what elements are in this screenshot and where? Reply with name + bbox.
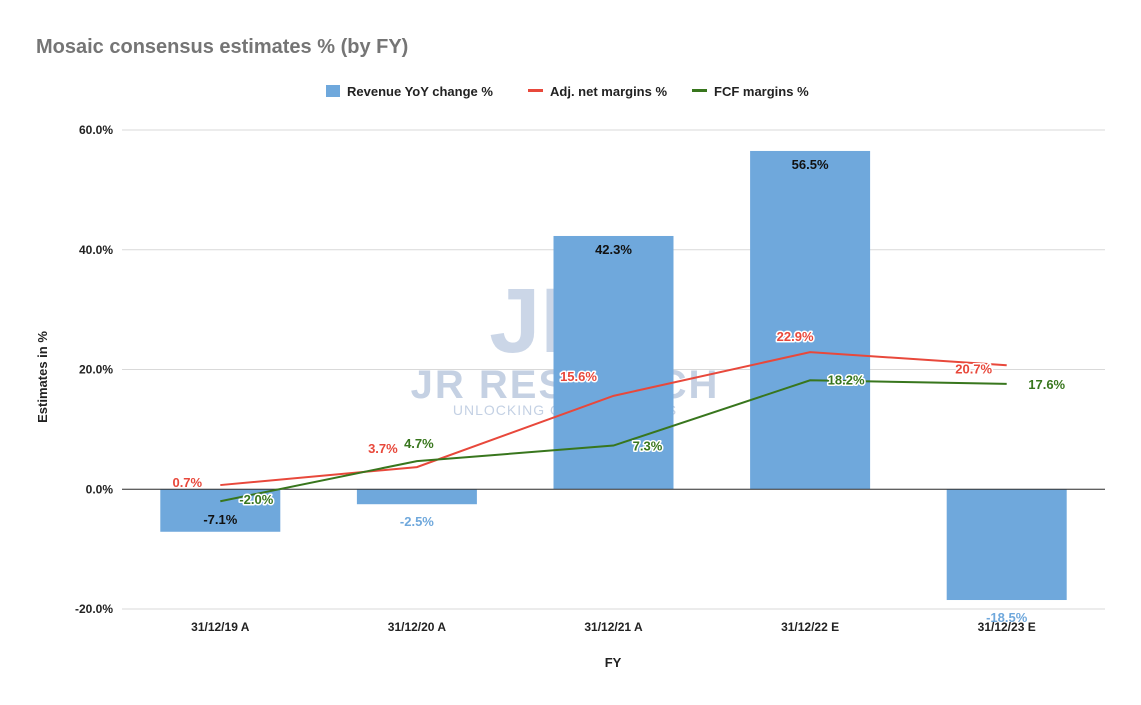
legend: Revenue YoY change % Adj. net margins % … [326,84,809,99]
chart-title: Mosaic consensus estimates % (by FY) [36,36,408,58]
bar-label: 56.5% [792,157,829,172]
net-margin-label: 3.7% [368,441,398,456]
fcf-margin-label: 7.3% [633,439,663,454]
y-tick-label: 0.0% [86,482,114,496]
x-tick-label: 31/12/20 A [388,620,447,634]
line-net-margin [220,351,1007,487]
fcf-margin-label: -2.0% [239,492,273,507]
y-axis-ticks: -20.0% 0.0% 20.0% 40.0% 60.0% [75,123,113,616]
fcf-margin-label: 18.2% [828,372,865,387]
net-margin-label: 22.9% [777,329,814,344]
legend-swatch-net-margin [528,89,543,92]
line-fcf-margin [220,379,1007,503]
net-margin-label: 20.7% [955,361,992,376]
bar-revenue [553,235,674,490]
bar-label: 42.3% [595,242,632,257]
x-tick-label: 31/12/22 E [781,620,839,634]
legend-label-net-margin: Adj. net margins % [550,84,667,99]
fcf-margin-label: 4.7% [404,436,434,451]
bar-revenue [946,489,1067,601]
y-axis-label: Estimates in % [35,331,50,423]
bar-label: -18.5% [986,610,1028,625]
legend-swatch-revenue [326,85,340,97]
net-margin-label: 15.6% [560,369,597,384]
bar-label: -2.5% [400,514,434,529]
x-axis-label: FY [605,655,622,670]
x-tick-label: 31/12/23 E [978,620,1036,634]
bar-revenue [750,150,871,490]
data-labels: -7.1% -2.5% 42.3% 56.5% -18.5% 0.7% 3.7% 15.6% 2… [171,157,1067,625]
y-tick-label: 60.0% [79,123,113,137]
x-axis-ticks: 31/12/19 A 31/12/20 A 31/12/21 A 31/12/22 E… [191,620,1036,634]
margin-lines [220,351,1007,503]
x-tick-label: 31/12/21 A [584,620,643,634]
x-tick-label: 31/12/19 A [191,620,250,634]
fcf-margin-label: 17.6% [1028,377,1065,392]
bar-revenue [160,489,281,532]
legend-swatch-fcf-margin [692,89,707,92]
revenue-bars [160,150,1067,601]
bar-revenue [356,489,477,505]
y-tick-label: 40.0% [79,243,113,257]
net-margin-label: 0.7% [172,475,202,490]
y-tick-label: 20.0% [79,363,113,377]
y-tick-label: -20.0% [75,602,113,616]
bar-label: -7.1% [203,512,237,527]
legend-label-fcf-margin: FCF margins % [714,84,809,99]
legend-label-revenue: Revenue YoY change % [347,84,493,99]
